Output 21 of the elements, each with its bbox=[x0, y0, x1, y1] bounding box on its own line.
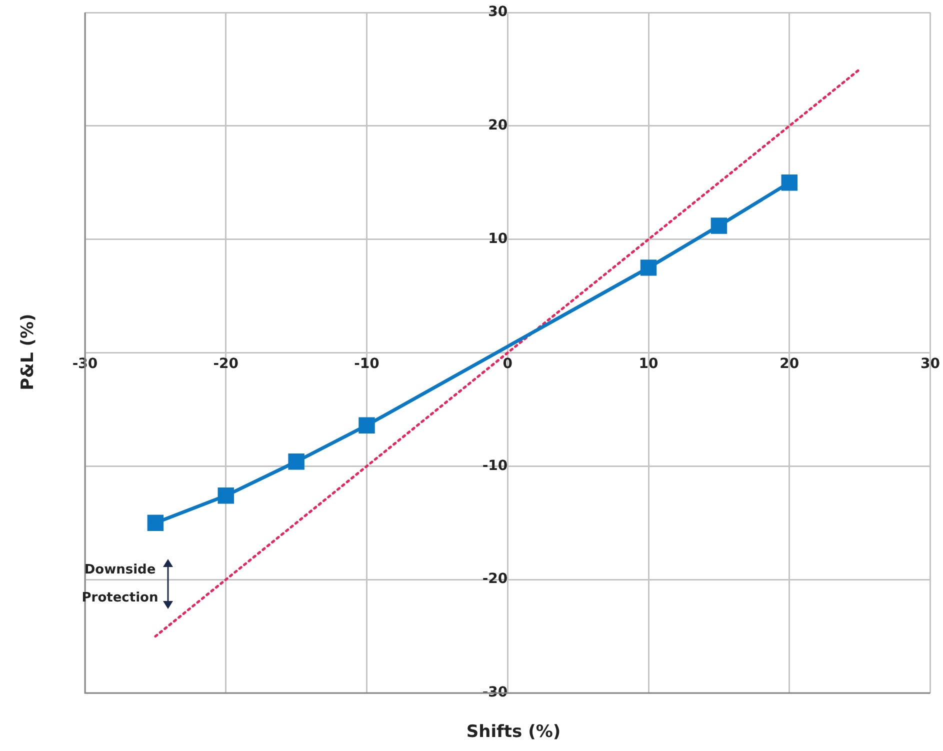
y-tick-label: -20 bbox=[482, 571, 508, 588]
point bbox=[640, 260, 657, 276]
x-tick-label: 0 bbox=[502, 356, 513, 372]
point bbox=[781, 174, 798, 191]
point bbox=[218, 488, 234, 504]
annotation: Downside Protection bbox=[82, 562, 158, 606]
point bbox=[288, 454, 304, 470]
x-tick-label: -20 bbox=[213, 356, 239, 372]
y-tick-label: -10 bbox=[482, 458, 508, 474]
x-tick-label: -10 bbox=[354, 356, 380, 372]
x-tick-label: 30 bbox=[920, 356, 940, 372]
point bbox=[358, 417, 375, 434]
point bbox=[147, 514, 164, 531]
x-axis-title: Shifts (%) bbox=[465, 722, 562, 742]
y-axis-title: P&L (%) bbox=[18, 314, 38, 390]
x-tick-label: 10 bbox=[638, 356, 659, 372]
y-tick-label: 30 bbox=[488, 4, 508, 20]
x-tick-label: 20 bbox=[780, 356, 800, 372]
point bbox=[710, 218, 728, 234]
y-tick-label: 20 bbox=[488, 118, 508, 134]
y-tick-label: 10 bbox=[488, 230, 508, 247]
